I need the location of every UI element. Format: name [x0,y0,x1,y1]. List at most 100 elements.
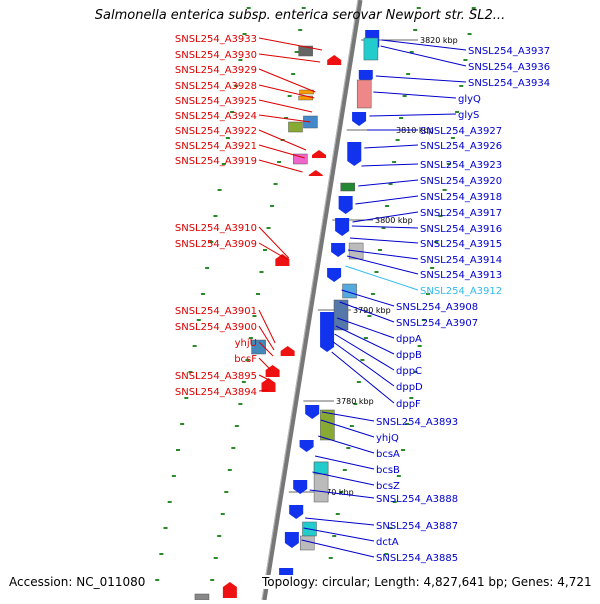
right-gene-label[interactable]: SNSL254_A3908 [396,302,478,313]
gene-block[interactable] [299,89,314,95]
right-gene-label[interactable]: bcsZ [376,481,400,492]
left-label-leader [258,389,268,392]
left-gene-label[interactable]: SNSL254_A3922 [175,126,257,137]
gene-block[interactable] [356,79,372,109]
left-label-leader [258,159,303,173]
right-label-leader [349,237,419,244]
right-gene-label[interactable]: SNSL254_A3934 [468,78,550,89]
right-gene-label[interactable]: SNSL254_A3918 [420,192,502,203]
scale-label: 3800 kbp [375,216,413,225]
left-label-leader [258,226,290,259]
gene-arrow-reverse[interactable] [261,378,276,392]
left-gene-label[interactable]: SNSL254_A3930 [175,50,257,61]
right-gene-label[interactable]: SNSL254_A3907 [396,318,478,329]
gene-arrow-forward[interactable] [284,532,299,548]
right-gene-label[interactable]: SNSL254_A3893 [376,417,458,428]
right-label-leader [358,179,419,187]
gene-block[interactable] [298,45,313,57]
gene-block[interactable] [251,339,266,355]
left-label-leader [258,374,270,381]
right-gene-label[interactable]: dppB [396,350,422,361]
gene-arrow-forward[interactable] [289,505,304,519]
left-gene-label[interactable]: SNSL254_A3919 [175,156,257,167]
right-gene-label[interactable]: SNSL254_A3915 [420,239,502,250]
left-gene-label[interactable]: SNSL254_A3909 [175,239,257,250]
gene-block[interactable] [293,153,308,165]
right-label-leader [375,75,467,83]
left-gene-label[interactable]: bcsF [234,354,257,365]
left-gene-label[interactable]: yhjU [235,338,257,349]
right-gene-label[interactable]: SNSL254_A3887 [376,521,458,532]
right-gene-label[interactable]: SNSL254_A3916 [420,224,502,235]
gene-arrow-forward[interactable] [320,312,335,352]
gene-arrow-reverse[interactable] [280,346,295,356]
gene-block[interactable] [299,535,315,551]
scale-label: 3790 kbp [353,306,391,315]
right-gene-label[interactable]: SNSL254_A3926 [420,141,502,152]
left-gene-label[interactable]: SNSL254_A3894 [175,387,257,398]
right-gene-label[interactable]: glyQ [458,94,481,105]
right-gene-label[interactable]: SNSL254_A3923 [420,160,502,171]
left-gene-label[interactable]: SNSL254_A3901 [175,306,257,317]
right-gene-label[interactable]: SNSL254_A3917 [420,208,502,219]
gene-arrow-reverse[interactable] [312,150,326,158]
right-gene-label[interactable]: SNSL254_A3927 [420,126,502,137]
right-gene-label[interactable]: dppD [396,382,423,393]
gene-arrow-forward[interactable] [347,142,362,166]
right-gene-label[interactable]: bcsB [376,465,400,476]
right-gene-label[interactable]: glyS [458,110,479,121]
highlighted-gene-label[interactable]: SNSL254_A3912 [420,286,502,297]
right-gene-label[interactable]: SNSL254_A3920 [420,176,502,187]
right-gene-label[interactable]: yhjQ [376,433,399,444]
gene-arrow-reverse[interactable] [222,582,237,598]
right-gene-label[interactable]: dctA [376,537,399,548]
right-gene-label[interactable]: dppA [396,334,422,345]
right-gene-label[interactable]: SNSL254_A3888 [376,494,458,505]
right-gene-label[interactable]: SNSL254_A3937 [468,46,550,57]
right-label-leader [332,341,395,387]
right-label-leader [314,455,375,470]
gene-arrow-reverse[interactable] [308,170,323,176]
gene-arrow-forward[interactable] [305,405,320,419]
gene-block[interactable] [342,283,357,299]
left-gene-label[interactable]: SNSL254_A3924 [175,111,257,122]
left-gene-label[interactable]: SNSL254_A3925 [175,96,257,107]
right-label-leader [305,517,375,526]
right-gene-label[interactable]: SNSL254_A3885 [376,553,458,564]
gene-arrow-forward[interactable] [331,243,346,257]
left-gene-label[interactable]: SNSL254_A3921 [175,141,257,152]
right-label-leader [312,471,375,486]
gene-arrow-forward[interactable] [335,218,350,236]
left-gene-label[interactable]: SNSL254_A3929 [175,65,257,76]
right-gene-label[interactable]: SNSL254_A3913 [420,270,502,281]
left-gene-label[interactable]: SNSL254_A3895 [175,371,257,382]
gene-arrow-reverse[interactable] [275,254,290,266]
left-label-leader [258,114,311,123]
right-gene-label[interactable]: dppC [396,366,422,377]
left-label-leader [258,144,305,159]
right-gene-label[interactable]: SNSL254_A3936 [468,62,550,73]
gene-block[interactable] [320,409,335,441]
right-label-leader [381,39,467,51]
right-gene-label[interactable]: SNSL254_A3914 [420,255,502,266]
gene-arrow-forward[interactable] [327,268,342,282]
gene-block[interactable] [363,37,379,61]
left-gene-label[interactable]: SNSL254_A3928 [175,81,257,92]
left-label-leader [258,242,289,261]
left-gene-label[interactable]: SNSL254_A3933 [175,34,257,45]
gene-arrow-forward[interactable] [299,440,314,452]
gene-block[interactable] [313,461,329,475]
gene-block[interactable] [194,593,210,601]
left-gene-label[interactable]: SNSL254_A3900 [175,322,257,333]
left-gene-label[interactable]: SNSL254_A3910 [175,223,257,234]
gene-block[interactable] [340,182,355,192]
gene-arrow-reverse[interactable] [327,55,342,65]
right-gene-label[interactable]: bcsA [376,449,400,460]
gene-arrow-forward[interactable] [338,196,353,214]
right-label-leader [361,163,419,167]
right-gene-label[interactable]: dppF [396,399,421,410]
gene-arrow-forward[interactable] [293,480,308,494]
gene-arrow-forward[interactable] [352,112,367,126]
gene-block[interactable] [288,121,303,133]
